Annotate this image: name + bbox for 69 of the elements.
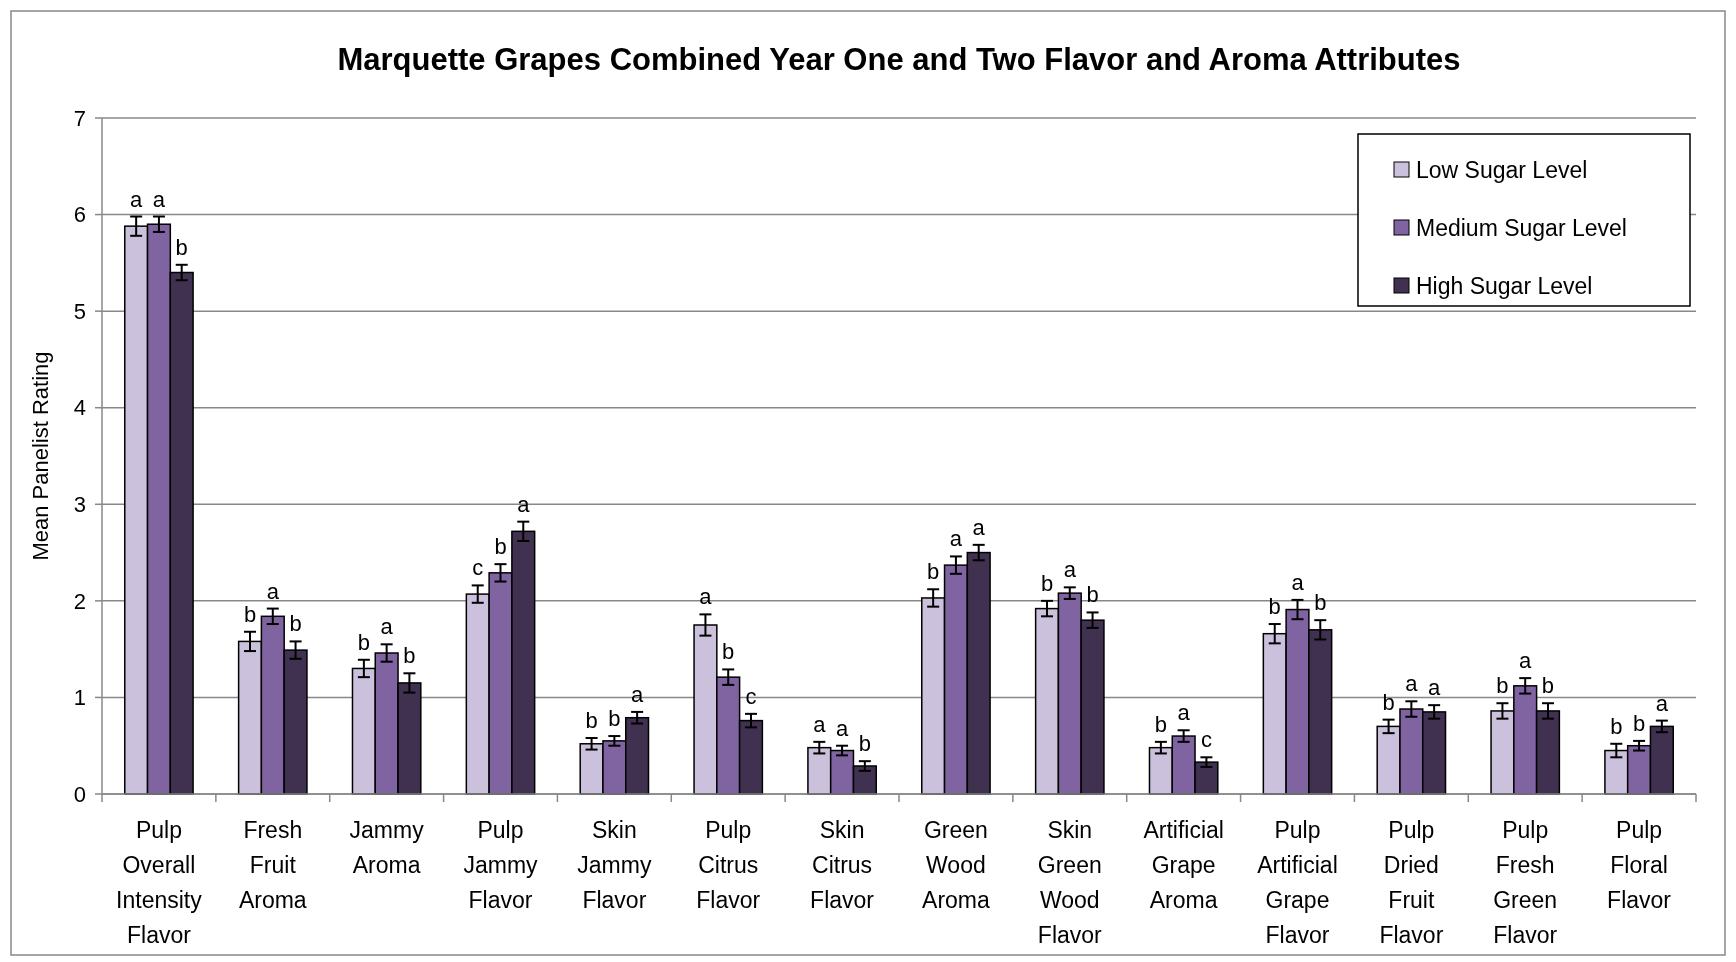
x-tick-label: Pulp Fresh Green Flavor (1493, 817, 1558, 948)
data-label: b (289, 611, 302, 637)
data-label: b (1610, 713, 1623, 739)
data-label: c (472, 555, 484, 581)
y-tick-label: 2 (73, 588, 86, 614)
chart-title: Marquette Grapes Combined Year One and Two Flavor and Aroma Attributes (337, 42, 1461, 77)
data-label: a (130, 186, 144, 212)
x-tick-label: Fresh Fruit Aroma (238, 817, 307, 913)
data-label: b (1496, 673, 1509, 699)
x-tick-label: Skin Jammy Flavor (577, 817, 652, 913)
data-label: a (1428, 675, 1441, 701)
data-label: a (972, 514, 986, 540)
data-label: b (494, 534, 507, 560)
x-tick-label: Pulp Jammy Flavor (463, 817, 539, 913)
x-tick-label: Green Wood Aroma (922, 817, 990, 913)
data-label: a (1519, 648, 1533, 674)
data-label: b (357, 629, 370, 655)
x-tick-label: Skin Green Wood Flavor (1037, 817, 1103, 948)
data-label: a (1063, 557, 1077, 583)
y-tick-label: 3 (73, 491, 86, 517)
data-label: b (858, 731, 871, 757)
legend-label: Low Sugar Level (1416, 157, 1588, 184)
data-label: c (745, 683, 757, 709)
data-label: b (1268, 594, 1281, 620)
legend-label: Medium Sugar Level (1416, 215, 1627, 242)
x-tick-label: Jammy Aroma (349, 817, 425, 878)
data-label: b (1382, 689, 1395, 715)
data-label: b (608, 706, 621, 732)
x-tick-label: Artificial Grape Aroma (1143, 817, 1224, 913)
x-tick-label: Pulp Overall Intensity Flavor (116, 817, 203, 948)
y-tick-label: 4 (73, 395, 86, 421)
data-label: b (243, 601, 257, 627)
data-label: a (1291, 569, 1305, 595)
data-label: b (585, 707, 598, 733)
data-label: a (813, 711, 827, 737)
data-label: b (927, 559, 940, 585)
y-tick-label: 7 (73, 105, 86, 131)
y-axis-title: Mean Panelist Rating (28, 351, 53, 561)
data-label: b (1086, 582, 1099, 608)
data-label: b (1314, 590, 1327, 616)
y-tick-label: 1 (73, 685, 86, 711)
data-label: a (949, 526, 963, 552)
data-label: b (1632, 710, 1646, 736)
data-label: b (1040, 570, 1054, 596)
data-label: a (380, 614, 394, 640)
data-label: b (175, 234, 188, 260)
data-label: b (1541, 673, 1555, 699)
data-label: a (1655, 690, 1669, 716)
x-tick-label: Pulp Citrus Flavor (696, 817, 761, 913)
data-label: b (403, 643, 416, 669)
x-tick-label: Skin Citrus Flavor (810, 817, 875, 913)
x-tick-label: Pulp Dried Fruit Flavor (1379, 817, 1444, 948)
data-label: a (1405, 671, 1419, 697)
data-label: b (722, 639, 735, 665)
data-label: b (1154, 711, 1167, 737)
data-label: a (835, 715, 849, 741)
x-tick-label: Pulp Artificial Grape Flavor (1257, 817, 1338, 948)
data-label: a (266, 578, 280, 604)
y-tick-label: 6 (73, 202, 86, 228)
data-label: a (517, 491, 531, 517)
data-label: a (152, 186, 166, 212)
data-label: c (1200, 727, 1212, 753)
data-label: a (631, 681, 644, 707)
data-label: a (699, 584, 713, 610)
x-tick-label: Pulp Floral Flavor (1607, 817, 1672, 913)
y-tick-label: 5 (73, 298, 86, 324)
legend-label: High Sugar Level (1416, 273, 1593, 300)
data-label: a (1177, 700, 1191, 726)
y-tick-label: 0 (73, 781, 86, 807)
